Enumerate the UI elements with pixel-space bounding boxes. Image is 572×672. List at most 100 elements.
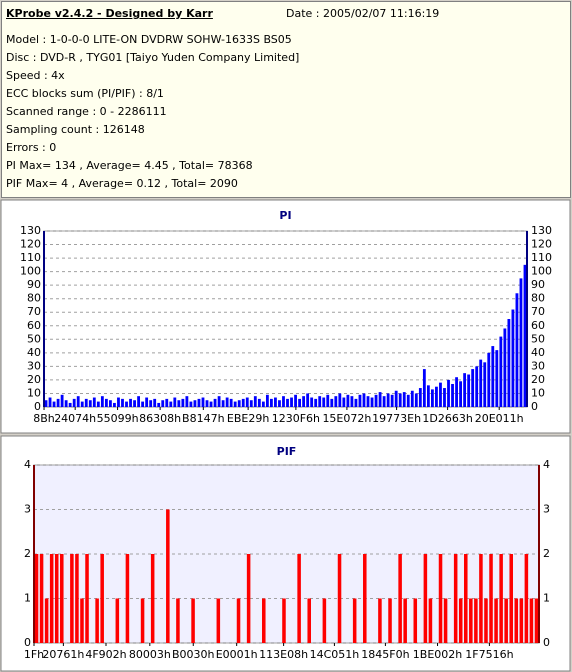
- x-tick-label: 20E011h: [475, 412, 524, 425]
- y2-tick-label: 3: [543, 503, 550, 516]
- info-line: Sampling count : 126148: [6, 123, 145, 136]
- bar: [414, 393, 418, 407]
- bar: [177, 400, 181, 407]
- date: Date : 2005/02/07 11:16:19: [286, 7, 440, 20]
- bar: [125, 554, 130, 643]
- bar: [133, 400, 136, 407]
- y2-tick-label: 110: [531, 251, 552, 264]
- bar: [374, 394, 378, 407]
- bar: [245, 397, 249, 407]
- y-tick-label: 1: [24, 592, 31, 605]
- y2-tick-label: 120: [531, 238, 552, 251]
- bar: [76, 396, 80, 407]
- bar: [495, 350, 499, 407]
- y-tick-label: 70: [27, 305, 41, 318]
- bar: [141, 401, 145, 407]
- bar: [474, 598, 478, 643]
- bar: [534, 598, 539, 643]
- bar: [479, 359, 483, 407]
- bar: [64, 400, 68, 407]
- bar: [483, 362, 487, 407]
- bar: [49, 554, 54, 643]
- x-tick-label: 1845F0h: [361, 648, 409, 661]
- bar: [140, 598, 145, 643]
- plot-area: [43, 230, 528, 408]
- bar: [307, 598, 311, 643]
- bar: [464, 554, 468, 643]
- bar: [314, 398, 318, 407]
- bar: [44, 598, 49, 643]
- bar: [484, 598, 488, 643]
- bar: [475, 366, 479, 407]
- bar: [398, 554, 402, 643]
- bar: [270, 398, 273, 407]
- x-tick-label: E0001h: [216, 648, 258, 661]
- y-tick-label: 0: [24, 636, 31, 649]
- bar: [290, 397, 293, 407]
- bar: [350, 396, 354, 407]
- y-tick-label: 10: [27, 386, 41, 399]
- bar: [370, 397, 374, 407]
- x-tick-label: 4F902h: [85, 648, 126, 661]
- y-tick-label: 100: [20, 265, 41, 278]
- bar: [362, 393, 366, 407]
- y-tick-label: 80: [27, 292, 41, 305]
- y2-tick-label: 80: [531, 292, 545, 305]
- bar: [121, 398, 124, 407]
- bar: [80, 598, 84, 643]
- bar: [44, 400, 48, 407]
- bar: [125, 401, 128, 407]
- bar: [278, 400, 281, 407]
- x-tick-label: 1F7516h: [465, 648, 513, 661]
- bar: [193, 400, 197, 407]
- y2-tick-label: 90: [531, 278, 545, 291]
- y-tick-label: 3: [24, 503, 31, 516]
- bar: [443, 598, 448, 643]
- y-tick-label: 90: [27, 278, 41, 291]
- bar: [469, 598, 473, 643]
- bar: [80, 401, 84, 407]
- bar: [458, 598, 463, 643]
- bar: [337, 554, 342, 643]
- x-tick-label: 20761h: [42, 648, 84, 661]
- bar: [104, 398, 108, 407]
- bar: [34, 554, 39, 643]
- bar: [453, 554, 458, 643]
- bar: [438, 554, 443, 643]
- bar: [237, 400, 241, 407]
- bar: [84, 398, 88, 407]
- bar: [157, 402, 161, 407]
- bar: [489, 554, 493, 643]
- y-tick-label: 30: [27, 359, 41, 372]
- bar: [201, 397, 205, 407]
- x-tick-label: B8147h: [182, 412, 225, 425]
- bar: [149, 400, 153, 407]
- y2-tick-label: 40: [531, 346, 545, 359]
- bar: [402, 392, 406, 407]
- y2-tick-label: 100: [531, 265, 552, 278]
- x-tick-label: 19773Eh: [372, 412, 421, 425]
- y2-tick-label: 30: [531, 359, 545, 372]
- bar: [390, 394, 394, 407]
- y2-tick-label: 0: [543, 636, 550, 649]
- bar: [253, 396, 257, 407]
- info-line: Disc : DVD-R , TYG01 [Taiyo Yuden Compan…: [6, 51, 300, 64]
- y-tick-label: 60: [27, 319, 41, 332]
- info-line: Errors : 0: [6, 141, 57, 154]
- bar: [326, 394, 330, 407]
- bar: [426, 385, 430, 407]
- bar: [398, 393, 402, 407]
- bar: [363, 554, 367, 643]
- bar: [95, 598, 99, 643]
- y-tick-label: 130: [20, 224, 41, 237]
- bar: [274, 397, 277, 407]
- bar: [455, 377, 458, 407]
- bar: [221, 400, 225, 407]
- bar: [499, 336, 503, 407]
- info-line: Speed : 4x: [6, 69, 65, 82]
- y2-tick-label: 50: [531, 332, 545, 345]
- bar: [52, 401, 56, 407]
- bar: [479, 554, 483, 643]
